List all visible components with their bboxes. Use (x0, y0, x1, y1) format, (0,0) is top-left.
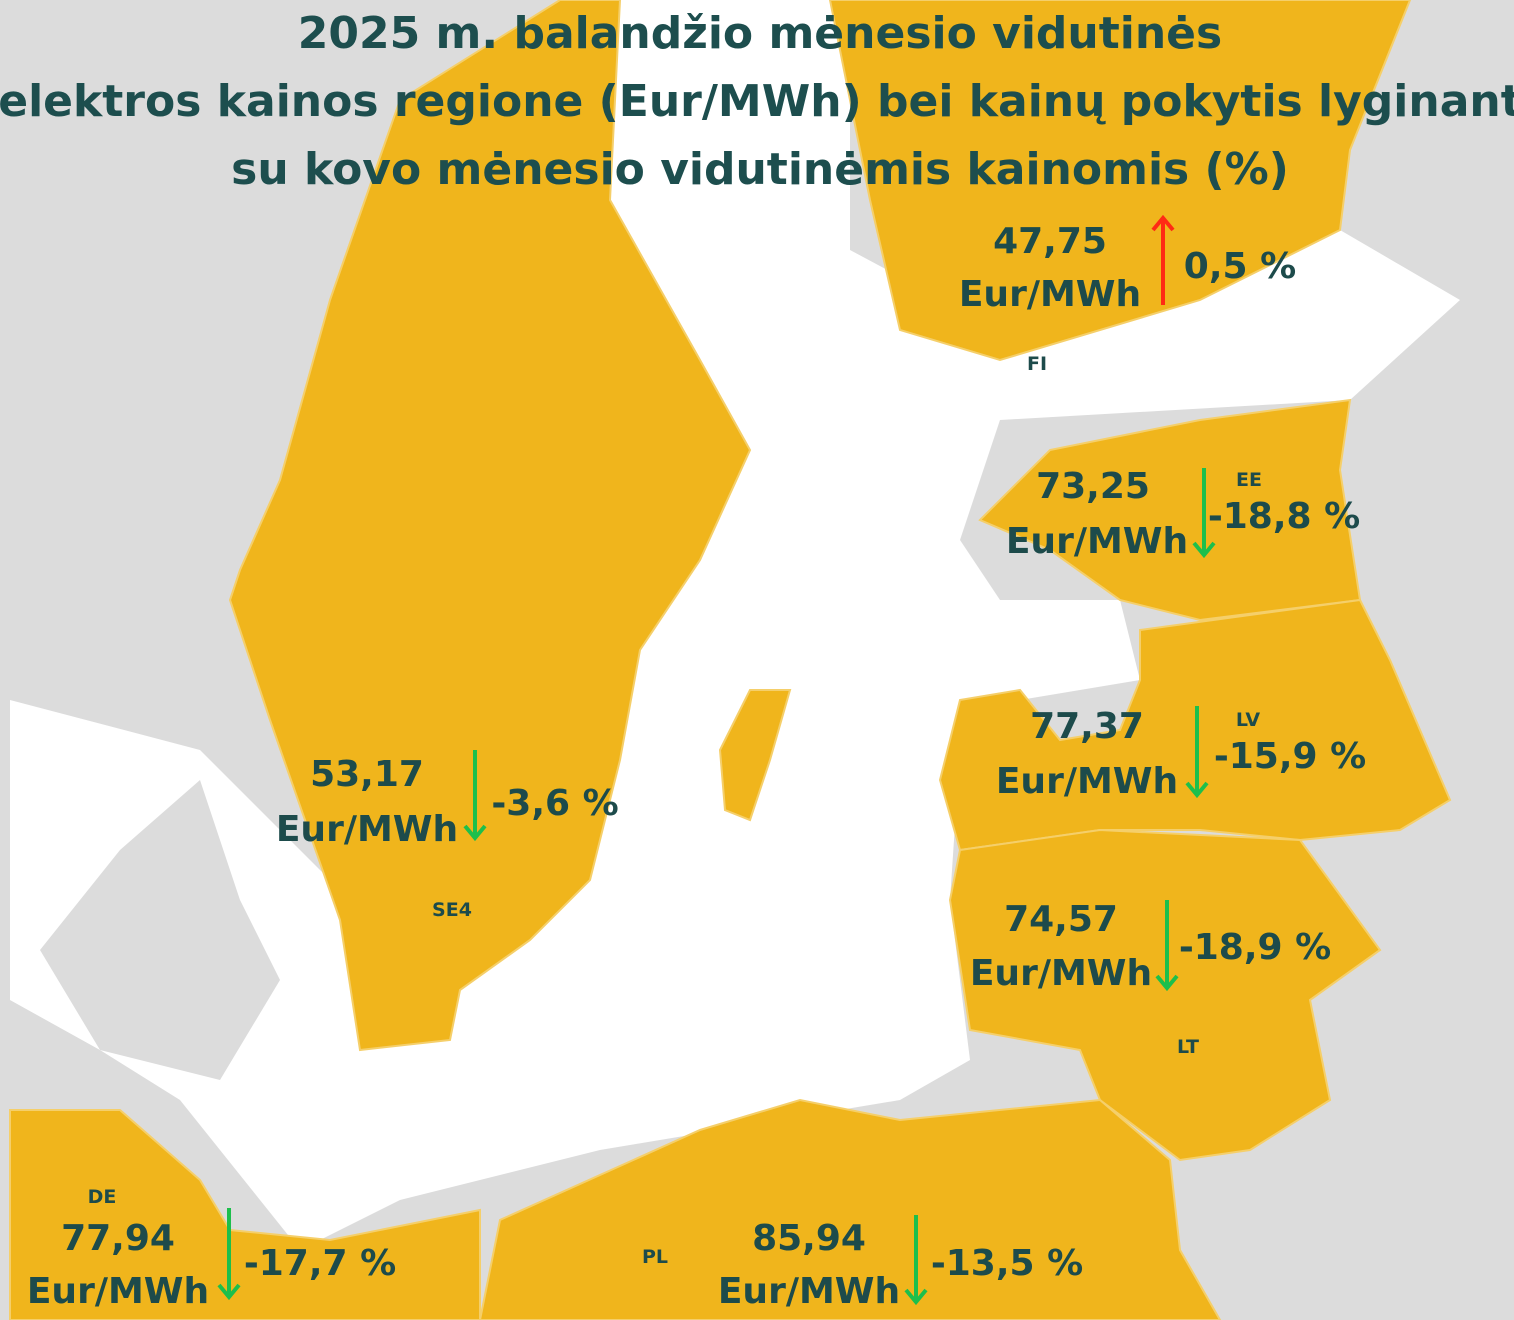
region-code: PL (642, 1246, 668, 1268)
arrow-head (1155, 974, 1179, 992)
arrow-head (463, 824, 487, 842)
arrow-head (1151, 214, 1175, 232)
price: 74,57 (1004, 899, 1118, 940)
change: -3,6 % (491, 783, 618, 824)
region-code: LT (1177, 1036, 1199, 1058)
germany (9, 1109, 481, 1320)
estonia (978, 398, 1362, 622)
change: -17,7 % (244, 1243, 396, 1284)
change: -18,9 % (1179, 927, 1331, 968)
title-line: elektros kainos regione (Eur/MWh) bei ka… (0, 76, 1514, 127)
title-line: 2025 m. balandžio mėnesio vidutinės (298, 8, 1222, 59)
region-code: EE (1236, 469, 1262, 491)
poland (478, 1098, 1222, 1320)
gotland (718, 689, 792, 822)
region-code: DE (88, 1186, 117, 1208)
unit: Eur/MWh (996, 761, 1178, 802)
price: 73,25 (1036, 466, 1150, 507)
unit: Eur/MWh (959, 274, 1141, 315)
change: -13,5 % (931, 1243, 1083, 1284)
finland (828, 0, 1412, 362)
price: 53,17 (310, 754, 424, 795)
denmark (40, 780, 280, 1080)
lithuania (948, 828, 1382, 1162)
sweden (228, 0, 752, 1052)
arrow-head (217, 1283, 241, 1301)
change: -15,9 % (1214, 736, 1366, 777)
arrow-head (1185, 781, 1209, 799)
region-code: LV (1236, 709, 1260, 731)
arrow-head (1192, 541, 1216, 559)
arrow-head (904, 1288, 928, 1306)
unit: Eur/MWh (27, 1271, 209, 1312)
unit: Eur/MWh (1006, 521, 1188, 562)
title-line: su kovo mėnesio vidutinėmis kainomis (%) (231, 144, 1289, 195)
unit: Eur/MWh (718, 1271, 900, 1312)
price: 85,94 (752, 1218, 866, 1259)
price: 77,37 (1030, 706, 1144, 747)
change: -18,8 % (1208, 496, 1360, 537)
price: 77,94 (61, 1218, 175, 1259)
change: 0,5 % (1184, 246, 1296, 287)
unit: Eur/MWh (970, 953, 1152, 994)
region-code: SE4 (432, 899, 472, 921)
price: 47,75 (993, 221, 1107, 262)
unit: Eur/MWh (276, 809, 458, 850)
region-code: FI (1027, 353, 1047, 375)
